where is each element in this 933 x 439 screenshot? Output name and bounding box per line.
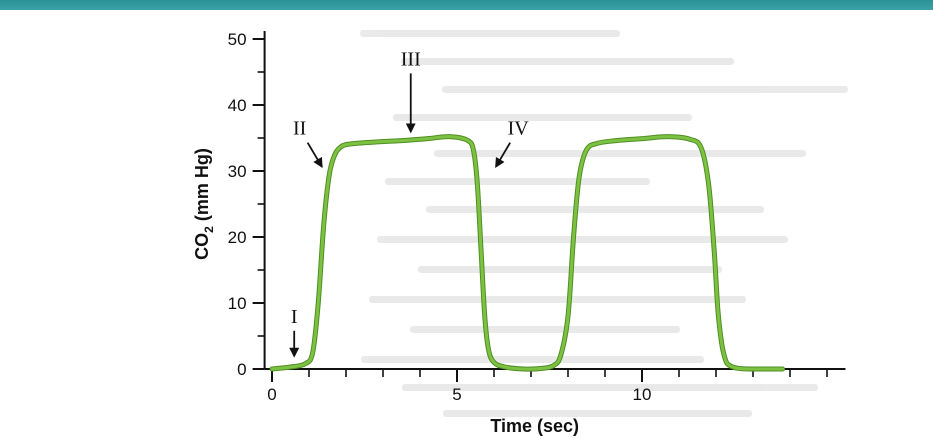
y-tick-label: 30 [228, 162, 247, 181]
ghost-text-line [369, 296, 746, 303]
y-axis-title-rest: (mm Hg) [192, 148, 212, 226]
y-axis-title-main: CO [192, 233, 212, 260]
ghost-text-line [401, 58, 734, 65]
y-tick-label: 20 [228, 228, 247, 247]
series [269, 134, 786, 372]
ghost-text-line [360, 30, 620, 37]
y-tick-label: 0 [237, 360, 246, 379]
x-tick-label: 10 [633, 385, 652, 404]
ghost-text-line [385, 178, 650, 185]
y-axis-title: CO2 (mm Hg) [192, 148, 216, 260]
phase-label: I [291, 306, 298, 328]
ghost-text-line [361, 356, 704, 363]
ghost-text-line [393, 114, 692, 121]
axes [263, 31, 846, 370]
ticks: 0 10 20 30 40 50 0 5 10 [228, 30, 828, 404]
ghost-text-line [377, 236, 788, 243]
y-tick-label: 10 [228, 294, 247, 313]
ghost-text-line [442, 86, 848, 93]
x-tick-label: 5 [452, 385, 461, 404]
phase-label: II [293, 118, 306, 140]
phase-arrow [306, 142, 323, 169]
ghost-text-line [426, 206, 764, 213]
ghost-text-line [410, 326, 680, 333]
x-tick-label: 0 [267, 385, 276, 404]
ghost-text-line [443, 410, 752, 417]
y-tick-label: 50 [228, 30, 247, 49]
ghost-text-line [434, 150, 806, 157]
bleed-through-background-text [360, 30, 848, 417]
phase-label: III [401, 48, 421, 70]
ghost-text-line [402, 384, 818, 391]
phase-arrow [495, 142, 511, 169]
y-axis-title-subscript: 2 [202, 226, 216, 233]
x-axis-title: Time (sec) [490, 416, 579, 436]
y-tick-label: 40 [228, 96, 247, 115]
page-top-band [0, 0, 933, 10]
co2-curve [270, 135, 785, 371]
phase-label: IV [508, 118, 530, 140]
